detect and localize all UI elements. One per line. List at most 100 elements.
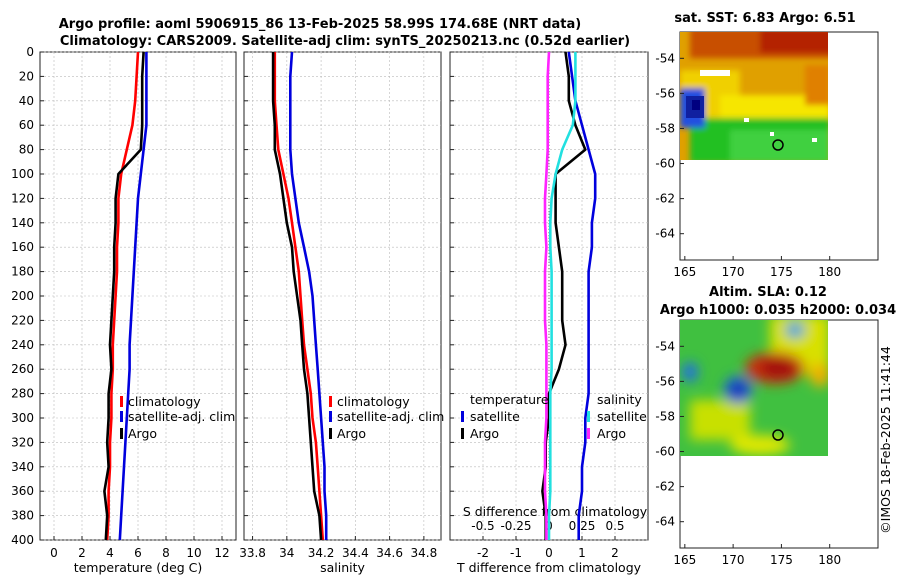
legend-swatch-sal-satellite bbox=[587, 411, 590, 422]
x-tick-label: 34 bbox=[279, 546, 294, 560]
depth-tick-label: 160 bbox=[11, 240, 34, 254]
x-tick-label: 34.6 bbox=[376, 546, 403, 560]
legend-swatch-temp-argo bbox=[461, 428, 464, 439]
x-tick-label: 1 bbox=[578, 546, 586, 560]
depth-tick-label: 140 bbox=[11, 216, 34, 230]
depth-tick-label: 40 bbox=[19, 94, 34, 108]
depth-tick-label: 80 bbox=[19, 143, 34, 157]
legend-swatch-satellite-adj bbox=[120, 411, 123, 422]
sst-map-axes: 165 170 175 180 -54 -56 -58 -60 -62 -64 bbox=[655, 51, 841, 279]
x-tick-label: 34.4 bbox=[342, 546, 369, 560]
legend-label-climatology: climatology bbox=[337, 394, 410, 409]
series-line-salinity-argo bbox=[543, 51, 551, 540]
map-lon-label: 175 bbox=[770, 553, 793, 567]
top-x-tick-label: 0.5 bbox=[605, 519, 624, 533]
x-tick-label: 4 bbox=[106, 546, 114, 560]
x-tick-label: 10 bbox=[186, 546, 201, 560]
series-line-climatology bbox=[273, 52, 325, 541]
legend-label-argo: Argo bbox=[128, 426, 157, 441]
legend-swatch-sal-argo bbox=[587, 428, 590, 439]
depth-tick-label: 340 bbox=[11, 460, 34, 474]
series-line-satellite-adj-clim bbox=[118, 52, 148, 541]
map-lat-label: -56 bbox=[655, 86, 675, 100]
legend-swatch-climatology bbox=[329, 396, 332, 407]
series-line-climatology bbox=[105, 51, 140, 541]
salinity-legend: climatology satellite-adj. clim Argo bbox=[329, 394, 444, 441]
depth-tick-label: 300 bbox=[11, 411, 34, 425]
series-line-satellite-adj-clim bbox=[288, 51, 328, 540]
salinity-profile-panel: 33.8 34 34.2 34.4 34.6 34.8 salinity bbox=[239, 51, 442, 575]
depth-tick-label: 200 bbox=[11, 289, 34, 303]
legend-swatch-argo bbox=[329, 428, 332, 439]
temperature-profile-panel: 0204060801001201401601802002202402602803… bbox=[11, 45, 237, 575]
legend-label-argo: Argo bbox=[337, 426, 366, 441]
sla-map-subtitle: Argo h1000: 0.035 h2000: 0.034 bbox=[660, 303, 896, 318]
depth-tick-label: 180 bbox=[11, 265, 34, 279]
map-lat-label: -62 bbox=[655, 192, 675, 206]
map-lon-label: 170 bbox=[722, 553, 745, 567]
x-tick-label: 34.2 bbox=[308, 546, 335, 560]
map-lat-label: -62 bbox=[655, 480, 675, 494]
figure-title-line2: Climatology: CARS2009. Satellite-adj cli… bbox=[60, 34, 630, 49]
series-line-argo bbox=[271, 52, 323, 541]
figure-title-line1: Argo profile: aoml 5906915_86 13-Feb-202… bbox=[59, 17, 581, 32]
map-lat-label: -60 bbox=[655, 445, 675, 459]
legend-label-sal-argo: Argo bbox=[597, 426, 626, 441]
depth-tick-label: 0 bbox=[26, 45, 34, 59]
series-line-temperature-satellite bbox=[567, 51, 597, 540]
imos-timestamp: ©IMOS 18-Feb-2025 11:41:44 bbox=[878, 346, 893, 534]
depth-tick-label: 240 bbox=[11, 338, 34, 352]
sla-map-panel: Altim. SLA: 0.12 Argo h1000: 0.035 h2000… bbox=[655, 285, 896, 567]
legend-swatch-satellite-adj bbox=[329, 411, 332, 422]
map-lon-label: 170 bbox=[722, 265, 745, 279]
depth-tick-label: 120 bbox=[11, 191, 34, 205]
sla-map-title: Altim. SLA: 0.12 bbox=[709, 285, 827, 300]
depth-tick-label: 400 bbox=[11, 533, 34, 547]
legend-label-temp-argo: Argo bbox=[470, 426, 499, 441]
top-axis-label: S difference from climatology bbox=[463, 504, 648, 519]
legend-title-salinity: salinity bbox=[597, 392, 642, 407]
temperature-legend: climatology satellite-adj. clim Argo bbox=[120, 394, 235, 441]
legend-label-climatology: climatology bbox=[128, 394, 201, 409]
legend-label-satellite-adj: satellite-adj. clim bbox=[128, 409, 235, 424]
sst-map-panel: sat. SST: 6.83 Argo: 6.51 165 170 175 180 -5… bbox=[655, 11, 879, 279]
x-tick-label: 34.8 bbox=[411, 546, 438, 560]
legend-swatch-argo bbox=[120, 428, 123, 439]
x-tick-label: 2 bbox=[78, 546, 86, 560]
depth-tick-label: 360 bbox=[11, 484, 34, 498]
x-tick-label: 0 bbox=[545, 546, 553, 560]
map-lon-label: 165 bbox=[673, 265, 696, 279]
x-tick-label: 8 bbox=[162, 546, 170, 560]
x-tick-label: 33.8 bbox=[239, 546, 266, 560]
map-lon-label: 165 bbox=[673, 553, 696, 567]
x-axis-label: salinity bbox=[320, 560, 365, 575]
map-lat-label: -60 bbox=[655, 157, 675, 171]
legend-label-temp-satellite: satellite bbox=[470, 409, 520, 424]
map-lat-label: -64 bbox=[655, 227, 675, 241]
depth-tick-label: 320 bbox=[11, 435, 34, 449]
top-x-tick-label: -0.25 bbox=[500, 519, 531, 533]
legend-label-satellite-adj: satellite-adj. clim bbox=[337, 409, 444, 424]
legend-swatch-temp-satellite bbox=[461, 411, 464, 422]
x-tick-label: 12 bbox=[214, 546, 229, 560]
legend-swatch-climatology bbox=[120, 396, 123, 407]
x-axis-label: T difference from climatology bbox=[456, 560, 642, 575]
series-line-salinity-satellite bbox=[547, 52, 577, 540]
map-lon-label: 180 bbox=[818, 265, 841, 279]
depth-tick-label: 100 bbox=[11, 167, 34, 181]
series-line-argo bbox=[103, 51, 145, 541]
depth-tick-label: 20 bbox=[19, 69, 34, 83]
top-x-tick-label: -0.5 bbox=[471, 519, 494, 533]
map-lat-label: -64 bbox=[655, 515, 675, 529]
x-tick-label: 2 bbox=[611, 546, 619, 560]
x-tick-label: 6 bbox=[134, 546, 142, 560]
sla-map-axes: 165 170 175 180 -54 -56 -58 -60 -62 -64 bbox=[655, 339, 841, 567]
depth-tick-label: 60 bbox=[19, 118, 34, 132]
map-lon-label: 175 bbox=[770, 265, 793, 279]
sst-map-title: sat. SST: 6.83 Argo: 6.51 bbox=[674, 11, 855, 26]
sst-heatmap bbox=[680, 32, 828, 160]
x-axis-label: temperature (deg C) bbox=[74, 560, 203, 575]
map-lat-label: -58 bbox=[655, 409, 675, 423]
map-lat-label: -56 bbox=[655, 374, 675, 388]
